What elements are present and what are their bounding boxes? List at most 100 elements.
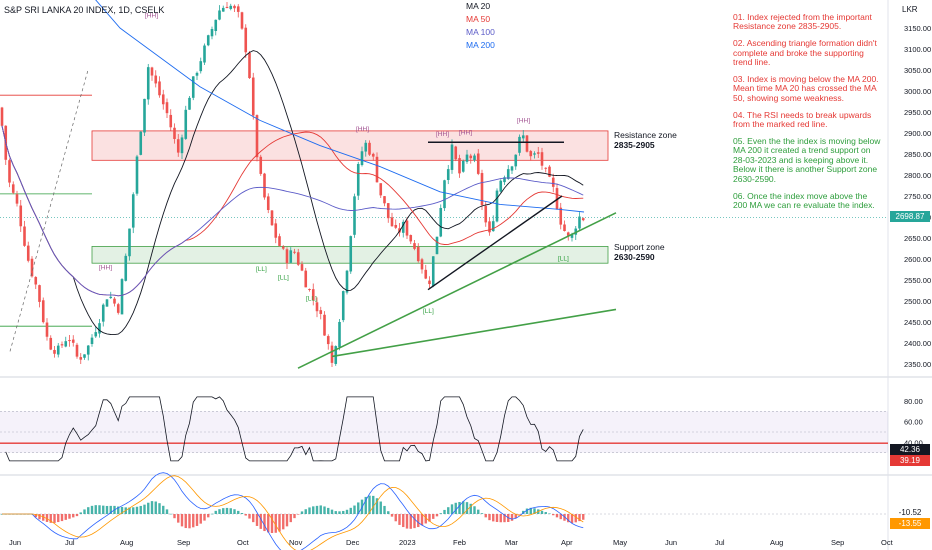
macd-histogram-bar <box>544 512 547 514</box>
candle-body <box>293 251 296 253</box>
ma-200-line <box>95 0 585 213</box>
macd-histogram-bar <box>222 508 225 514</box>
candle-body <box>405 220 409 236</box>
candle-body <box>19 205 23 227</box>
macd-histogram-bar <box>300 511 304 514</box>
ma-legend-item: MA 50 <box>466 14 491 24</box>
macd-histogram-bar <box>263 514 266 532</box>
macd-histogram-bar <box>109 505 112 514</box>
macd-histogram-bar <box>218 509 221 514</box>
macd-histogram-bar <box>368 495 371 514</box>
macd-histogram-bar <box>574 514 577 523</box>
ll-marker: [LL] <box>256 266 267 273</box>
macd-histogram-bar <box>435 514 439 517</box>
support-zone-title: Support zone <box>614 242 665 252</box>
candle-body <box>116 304 120 313</box>
candle-body <box>251 77 255 116</box>
x-axis-label: Jun <box>9 538 21 547</box>
candle-body <box>484 206 488 223</box>
macd-histogram-bar <box>207 514 210 518</box>
macd-histogram-bar <box>477 509 480 514</box>
rsi-axis-tick: 40.00 <box>904 438 923 447</box>
macd-histogram-bar <box>413 514 416 529</box>
candle-body <box>94 332 98 337</box>
candle-body <box>285 249 289 264</box>
macd-histogram-bar <box>529 507 532 514</box>
macd-histogram-bar <box>252 514 255 523</box>
candle-body <box>180 137 184 154</box>
macd-histogram-bar <box>334 511 337 514</box>
macd-histogram-bar <box>533 508 536 514</box>
note-2: 02. Ascending triangle formation didn't … <box>733 38 877 68</box>
candle-body <box>386 203 390 219</box>
candle-body <box>394 224 398 228</box>
candle-body <box>428 280 431 285</box>
candle-body <box>491 221 495 232</box>
macd-histogram-bar <box>443 509 446 514</box>
macd-histogram-bar <box>297 514 300 515</box>
candle-body <box>206 35 210 46</box>
trend-support-line <box>297 212 617 369</box>
ma-legend-item: MA 20 <box>466 1 491 11</box>
macd-histogram-bar <box>315 505 319 514</box>
macd-histogram-bar <box>379 501 382 514</box>
candle-body <box>90 337 94 344</box>
candle-body <box>289 250 293 263</box>
macd-histogram-bar <box>409 514 412 529</box>
candle-body <box>8 160 11 183</box>
candle-body <box>338 321 341 348</box>
x-axis-label: Feb <box>453 538 466 547</box>
candle-body <box>581 218 585 221</box>
macd-histogram-bar <box>188 514 191 529</box>
macd-histogram-bar <box>259 514 262 529</box>
macd-histogram-bar <box>357 502 360 514</box>
macd-histogram-bar <box>428 514 431 522</box>
macd-histogram-bar <box>154 501 157 514</box>
macd-histogram-bar <box>68 514 71 519</box>
rsi-axis-tick: 80.00 <box>904 397 923 406</box>
macd-histogram-bar <box>285 514 289 527</box>
macd-histogram-bar <box>177 514 180 523</box>
candle-body <box>341 291 345 321</box>
macd-histogram-bar <box>424 514 427 524</box>
hh-marker: [HH] <box>459 129 472 136</box>
rsi-level-tag: 39.19 <box>890 455 930 466</box>
macd-histogram-bar <box>75 514 79 517</box>
macd-histogram-bar <box>270 514 274 534</box>
candle-body <box>480 173 484 206</box>
candle-body <box>11 184 15 193</box>
candle-body <box>514 154 518 167</box>
hh-marker: [HH] <box>517 118 530 125</box>
candle-body <box>308 289 311 291</box>
x-axis-label: Sep <box>177 538 190 547</box>
candle-body <box>469 155 473 159</box>
candle-body <box>454 146 458 160</box>
candle-body <box>578 216 581 229</box>
macd-histogram-bar <box>405 514 409 529</box>
candle-body <box>364 142 368 152</box>
candle-body <box>559 207 563 225</box>
macd-histogram-bar <box>203 514 206 521</box>
candle-body <box>263 173 266 198</box>
candle-body <box>551 177 555 187</box>
candle-body <box>540 152 544 166</box>
macd-histogram-bar <box>244 514 247 516</box>
rsi-line <box>5 396 584 462</box>
candle-body <box>413 243 416 249</box>
candle-body <box>255 115 259 158</box>
macd-histogram-bar <box>349 507 352 514</box>
macd-histogram-bar <box>98 505 101 514</box>
macd-histogram-bar <box>79 512 82 514</box>
price-axis-tick: 2550.00 <box>904 276 931 285</box>
macd-histogram-bar <box>398 514 401 525</box>
candle-body <box>311 289 315 301</box>
x-axis-label: Oct <box>237 538 250 547</box>
macd-histogram-bar <box>225 507 229 514</box>
candle-body <box>570 233 574 238</box>
macd-histogram-bar <box>563 514 566 521</box>
macd-histogram-bar <box>312 506 315 514</box>
candle-body <box>45 322 49 337</box>
macd-histogram-bar <box>450 504 454 514</box>
macd-histogram-bar <box>304 509 307 514</box>
